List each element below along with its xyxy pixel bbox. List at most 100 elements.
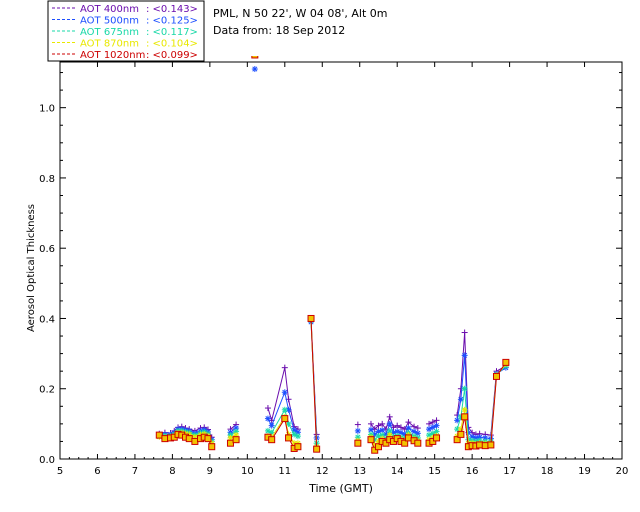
data-point xyxy=(386,413,393,420)
x-tick-label: 13 xyxy=(353,466,366,477)
data-date: Data from: 18 Sep 2012 xyxy=(213,24,345,37)
x-tick-label: 8 xyxy=(169,466,175,477)
data-point xyxy=(457,430,465,438)
x-tick-label: 18 xyxy=(541,466,554,477)
data-point xyxy=(161,435,169,443)
marker-stroke xyxy=(282,407,288,413)
station-info: PML, N 50 22', W 04 08', Alt 0m xyxy=(213,7,387,20)
marker-stroke xyxy=(458,396,464,402)
marker-stroke xyxy=(469,434,475,440)
y-tick-label: 1.0 xyxy=(39,104,55,115)
marker-stroke xyxy=(265,428,271,434)
marker-stroke xyxy=(411,429,417,435)
marker-stroke xyxy=(372,431,378,437)
y-tick-label: 0.8 xyxy=(39,174,55,185)
data-point xyxy=(461,406,468,413)
data-point xyxy=(453,436,461,444)
data-point xyxy=(461,413,469,421)
data-point xyxy=(226,439,234,447)
data-point xyxy=(185,435,193,443)
marker-stroke xyxy=(355,428,361,434)
data-point xyxy=(294,443,302,451)
data-point xyxy=(354,439,362,447)
data-point xyxy=(429,424,436,431)
data-point xyxy=(307,314,315,322)
data-point xyxy=(371,446,379,454)
marker-stroke xyxy=(295,433,301,439)
data-point xyxy=(354,421,361,428)
legend-value: : <0.117> xyxy=(146,27,198,38)
data-point xyxy=(294,433,301,440)
data-point xyxy=(481,442,489,450)
y-tick-label: 0.6 xyxy=(39,244,55,255)
marker-stroke xyxy=(285,407,292,413)
marker-stroke xyxy=(368,427,374,433)
series-4 xyxy=(155,56,510,454)
marker-stroke xyxy=(462,407,468,413)
marker-stroke xyxy=(269,423,275,429)
data-point xyxy=(268,422,275,429)
x-tick-label: 10 xyxy=(241,466,254,477)
marker-stroke xyxy=(433,429,440,435)
legend-label: AOT 870nm xyxy=(80,39,139,50)
data-point xyxy=(461,385,468,392)
x-tick-label: 16 xyxy=(466,466,479,477)
marker-stroke xyxy=(295,429,301,435)
legend-label: AOT 400nm xyxy=(80,4,139,15)
data-point xyxy=(367,436,375,444)
data-point xyxy=(371,426,378,433)
data-point xyxy=(386,420,393,427)
data-point xyxy=(502,358,510,366)
data-point xyxy=(354,427,361,434)
data-point xyxy=(476,441,484,449)
data-point xyxy=(374,443,382,451)
data-point xyxy=(426,420,433,427)
data-point xyxy=(401,439,409,447)
legend-frame xyxy=(47,0,205,62)
x-tick-label: 9 xyxy=(207,466,213,477)
marker-stroke xyxy=(252,66,258,72)
data-point xyxy=(397,424,404,431)
x-axis: 5 6 7 8 9 10 11 12 13 14 15 16 17 18 19 20 xyxy=(57,62,628,477)
legend-label: AOT 500nm xyxy=(80,16,139,27)
x-tick-label: 12 xyxy=(316,466,329,477)
series-line xyxy=(230,424,237,430)
x-tick-label: 19 xyxy=(578,466,591,477)
data-point xyxy=(433,422,440,429)
data-point xyxy=(461,352,468,359)
marker-stroke xyxy=(415,430,421,436)
data-point xyxy=(251,56,259,59)
data-point xyxy=(433,434,441,442)
marker-stroke xyxy=(227,435,234,441)
data-point xyxy=(155,431,163,439)
marker-stroke xyxy=(454,426,460,432)
marker-stroke xyxy=(430,431,436,437)
legend-value: : <0.125> xyxy=(146,16,198,27)
data-point xyxy=(285,420,292,427)
data-point xyxy=(379,420,386,427)
data-point xyxy=(281,406,288,413)
data-point xyxy=(375,422,382,429)
data-point xyxy=(405,419,412,426)
marker-stroke xyxy=(394,429,400,435)
data-point xyxy=(268,436,276,444)
legend-label: AOT 1020nm xyxy=(80,50,145,61)
y-tick-label: 0.2 xyxy=(39,385,55,396)
marker-stroke xyxy=(433,423,440,429)
data-point xyxy=(454,426,461,433)
marker-stroke xyxy=(265,416,271,422)
data-point xyxy=(457,396,464,403)
x-tick-label: 7 xyxy=(132,466,138,477)
data-point xyxy=(264,405,271,412)
data-point xyxy=(414,439,422,447)
legend-items: AOT 400nm: <0.143> AOT 500nm: <0.125> AOT … xyxy=(52,4,198,61)
data-point xyxy=(367,420,374,427)
data-point xyxy=(429,419,436,426)
marker-stroke xyxy=(387,428,393,434)
marker-stroke xyxy=(387,421,393,427)
x-tick-label: 11 xyxy=(278,466,291,477)
data-point xyxy=(313,445,321,453)
y-tick-label: 0.4 xyxy=(39,314,55,325)
data-point xyxy=(251,66,258,73)
